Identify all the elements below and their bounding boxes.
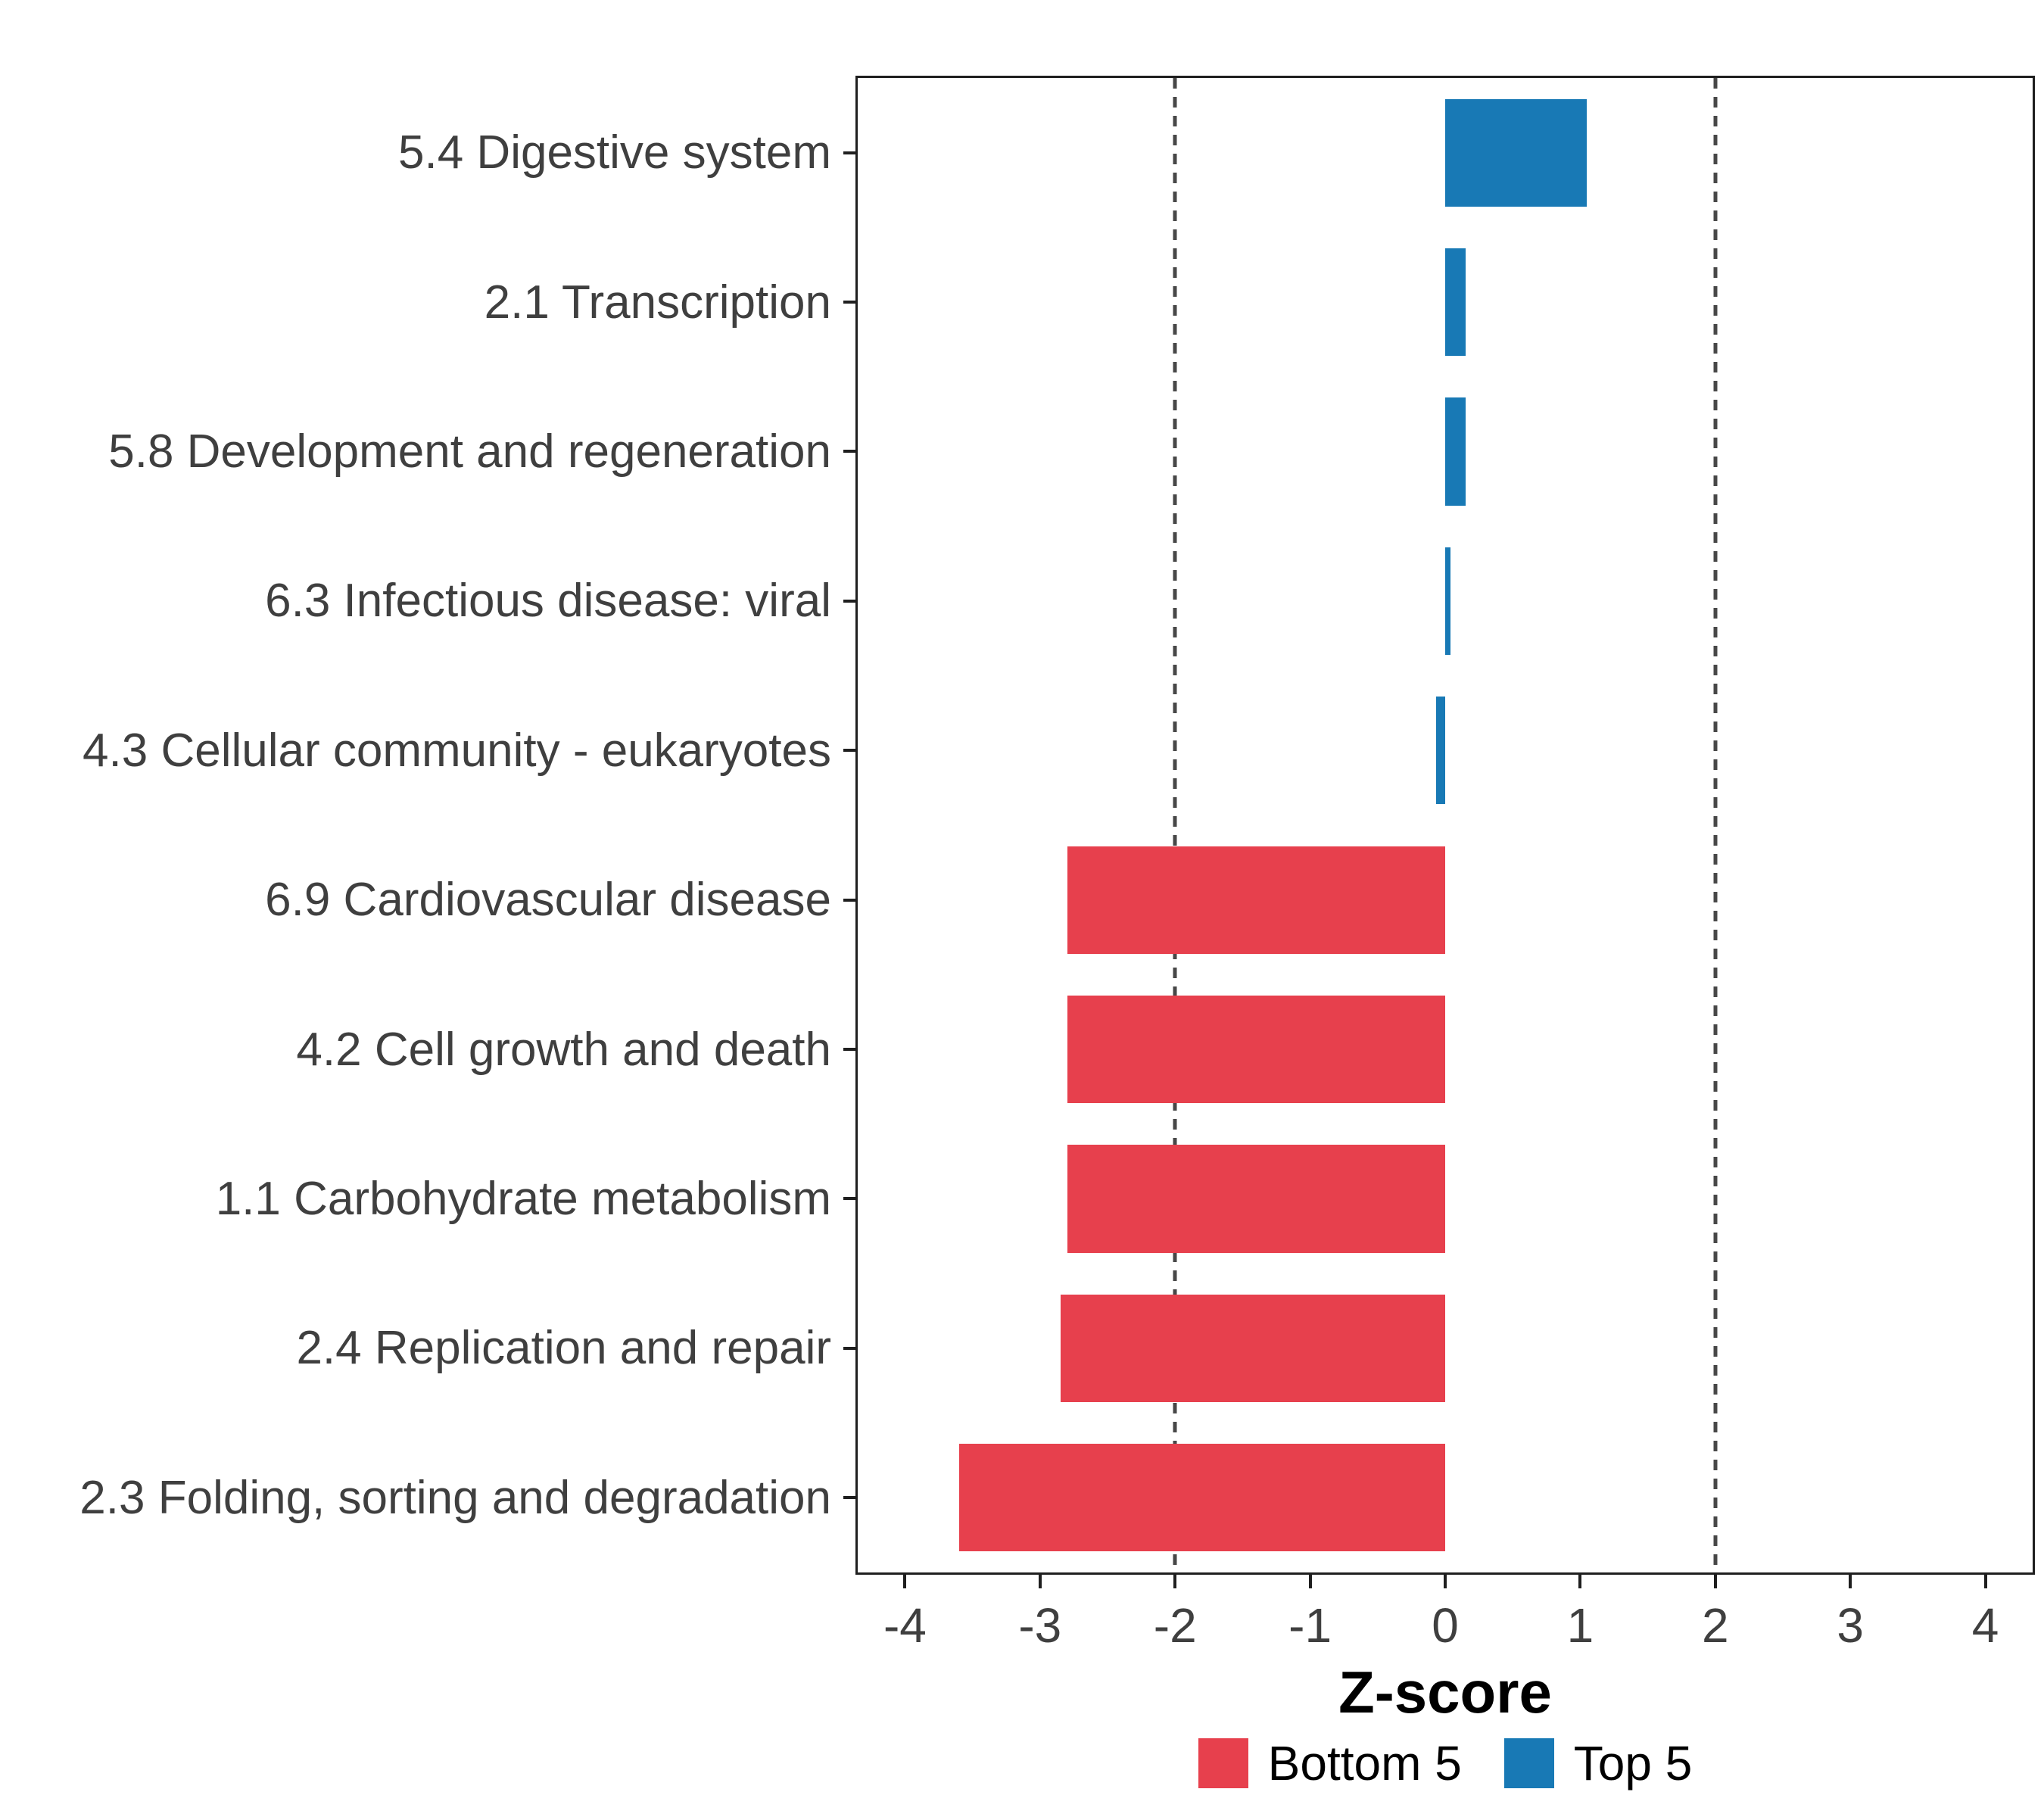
y-axis-label-row: 2.3 Folding, sorting and degradation: [0, 1423, 855, 1572]
y-tick-mark: [843, 1197, 855, 1201]
bar-top-5: [1445, 98, 1588, 207]
category-label: 4.2 Cell growth and death: [296, 1023, 831, 1076]
legend: Bottom 5 Top 5: [855, 1735, 2035, 1791]
x-tick-mark: [1444, 1575, 1447, 1588]
y-tick-mark: [843, 301, 855, 304]
bar-bottom-5: [1067, 846, 1445, 954]
y-axis-label-row: 5.4 Digestive system: [0, 78, 855, 227]
category-label: 2.3 Folding, sorting and degradation: [79, 1471, 831, 1524]
legend-label: Top 5: [1573, 1736, 1693, 1791]
category-label: 2.4 Replication and repair: [296, 1322, 831, 1375]
y-tick-mark: [843, 749, 855, 753]
x-tick-label: -3: [1018, 1598, 1062, 1653]
bar-bottom-5: [1067, 996, 1445, 1104]
y-axis-label-row: 5.8 Development and regeneration: [0, 377, 855, 526]
x-tick-label: 1: [1566, 1598, 1594, 1653]
x-tick-mark: [1849, 1575, 1852, 1588]
x-tick-mark: [1713, 1575, 1717, 1588]
y-axis: 5.4 Digestive system 2.1 Transcription 5.8…: [0, 78, 855, 1572]
legend-swatch: [1198, 1738, 1248, 1788]
category-label: 2.1 Transcription: [484, 276, 831, 329]
category-label: 5.4 Digestive system: [398, 126, 831, 179]
y-tick-mark: [843, 450, 855, 453]
y-tick-mark: [843, 898, 855, 902]
plot-panel: [855, 76, 2035, 1575]
y-axis-label-row: 6.9 Cardiovascular disease: [0, 825, 855, 974]
x-tick-mark: [1173, 1575, 1177, 1588]
x-tick-mark: [1308, 1575, 1312, 1588]
x-tick-label: -1: [1288, 1598, 1332, 1653]
x-tick-label: 0: [1432, 1598, 1459, 1653]
y-axis-label-row: 2.1 Transcription: [0, 227, 855, 376]
reference-line: [1713, 78, 1718, 1572]
y-tick-mark: [843, 1048, 855, 1052]
y-tick-mark: [843, 1346, 855, 1350]
x-tick-mark: [1983, 1575, 1987, 1588]
x-axis: -4 -3 -2 -1 0 1 2 3 4: [858, 1575, 2033, 1681]
legend-label: Bottom 5: [1267, 1736, 1462, 1791]
x-tick-mark: [1038, 1575, 1042, 1588]
bar-top-5: [1445, 397, 1466, 506]
y-tick-mark: [843, 151, 855, 154]
x-tick-mark: [1578, 1575, 1582, 1588]
x-tick-label: -4: [883, 1598, 927, 1653]
x-tick-mark: [903, 1575, 907, 1588]
y-tick-mark: [843, 1496, 855, 1500]
x-tick-label: 4: [1971, 1598, 1999, 1653]
legend-item: Top 5: [1503, 1735, 1693, 1791]
x-tick-label: 2: [1701, 1598, 1729, 1653]
x-tick-label: 3: [1837, 1598, 1864, 1653]
y-axis-label-row: 2.4 Replication and repair: [0, 1273, 855, 1423]
category-label: 4.3 Cellular community - eukaryotes: [83, 724, 831, 777]
y-axis-label-row: 1.1 Carbohydrate metabolism: [0, 1124, 855, 1273]
y-axis-label-row: 6.3 Infectious disease: viral: [0, 526, 855, 675]
reference-line: [1173, 78, 1177, 1572]
category-label: 6.9 Cardiovascular disease: [265, 874, 831, 927]
category-label: 6.3 Infectious disease: viral: [265, 575, 831, 628]
bar-top-5: [1445, 248, 1466, 357]
category-label: 5.8 Development and regeneration: [108, 425, 831, 478]
y-tick-mark: [843, 599, 855, 603]
bar-bottom-5: [1067, 1145, 1445, 1253]
bar-top-5: [1445, 547, 1451, 655]
y-axis-label-row: 4.3 Cellular community - eukaryotes: [0, 676, 855, 825]
y-axis-label-row: 4.2 Cell growth and death: [0, 974, 855, 1124]
bar-bottom-5: [1060, 1294, 1445, 1402]
category-label: 1.1 Carbohydrate metabolism: [215, 1172, 831, 1225]
bar-bottom-5: [958, 1444, 1445, 1552]
legend-item: Bottom 5: [1198, 1735, 1462, 1791]
x-tick-label: -2: [1153, 1598, 1197, 1653]
bar-top-5: [1435, 697, 1445, 805]
x-axis-title: Z-score: [1338, 1659, 1552, 1725]
legend-swatch: [1503, 1738, 1554, 1788]
